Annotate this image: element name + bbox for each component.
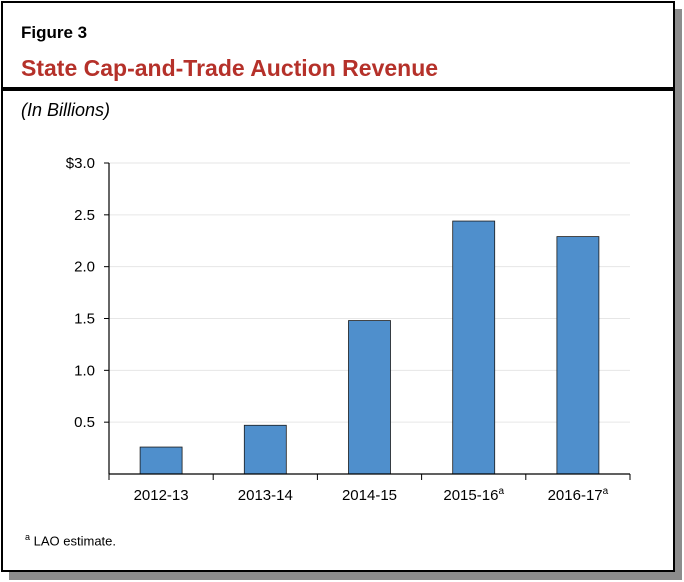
chart-title: State Cap-and-Trade Auction Revenue: [21, 55, 439, 81]
y-tick-label: $3.0: [66, 155, 95, 172]
category-label: 2013-14: [238, 487, 293, 504]
category-label: 2012-13: [134, 487, 189, 504]
footnote-marker: a: [25, 532, 31, 542]
y-tick-label: 1.0: [74, 362, 95, 379]
category-superscript: a: [603, 486, 609, 497]
figure-label: Figure 3: [21, 23, 88, 42]
footnote: a LAO estimate.: [25, 532, 116, 548]
category-superscript: a: [498, 486, 504, 497]
category-label: 2016-17: [548, 487, 603, 504]
bar-2012-13: [139, 446, 183, 475]
y-tick-label: 0.5: [74, 414, 95, 431]
y-tick-label: 2.5: [74, 207, 95, 224]
x-tick-label: 2016-17a: [548, 486, 609, 504]
x-tick-label: 2012-13: [134, 487, 189, 504]
footnote-text: LAO estimate.: [33, 533, 117, 549]
bar-2014-15: [348, 320, 391, 475]
y-tick-label: 2.0: [74, 259, 95, 276]
x-tick-label: 2013-14: [238, 487, 293, 504]
x-tick-label: 2014-15: [342, 487, 397, 504]
header-divider: [3, 87, 673, 91]
category-label: 2015-16: [443, 487, 498, 504]
y-tick-label: 1.5: [74, 311, 95, 328]
x-tick-label: 2015-16a: [443, 486, 504, 504]
category-label: 2014-15: [342, 487, 397, 504]
bar-2013-14: [243, 424, 287, 475]
bar-2015-16: [452, 220, 496, 475]
bar-2016-17: [556, 236, 600, 475]
chart-subtitle: (In Billions): [21, 100, 111, 120]
